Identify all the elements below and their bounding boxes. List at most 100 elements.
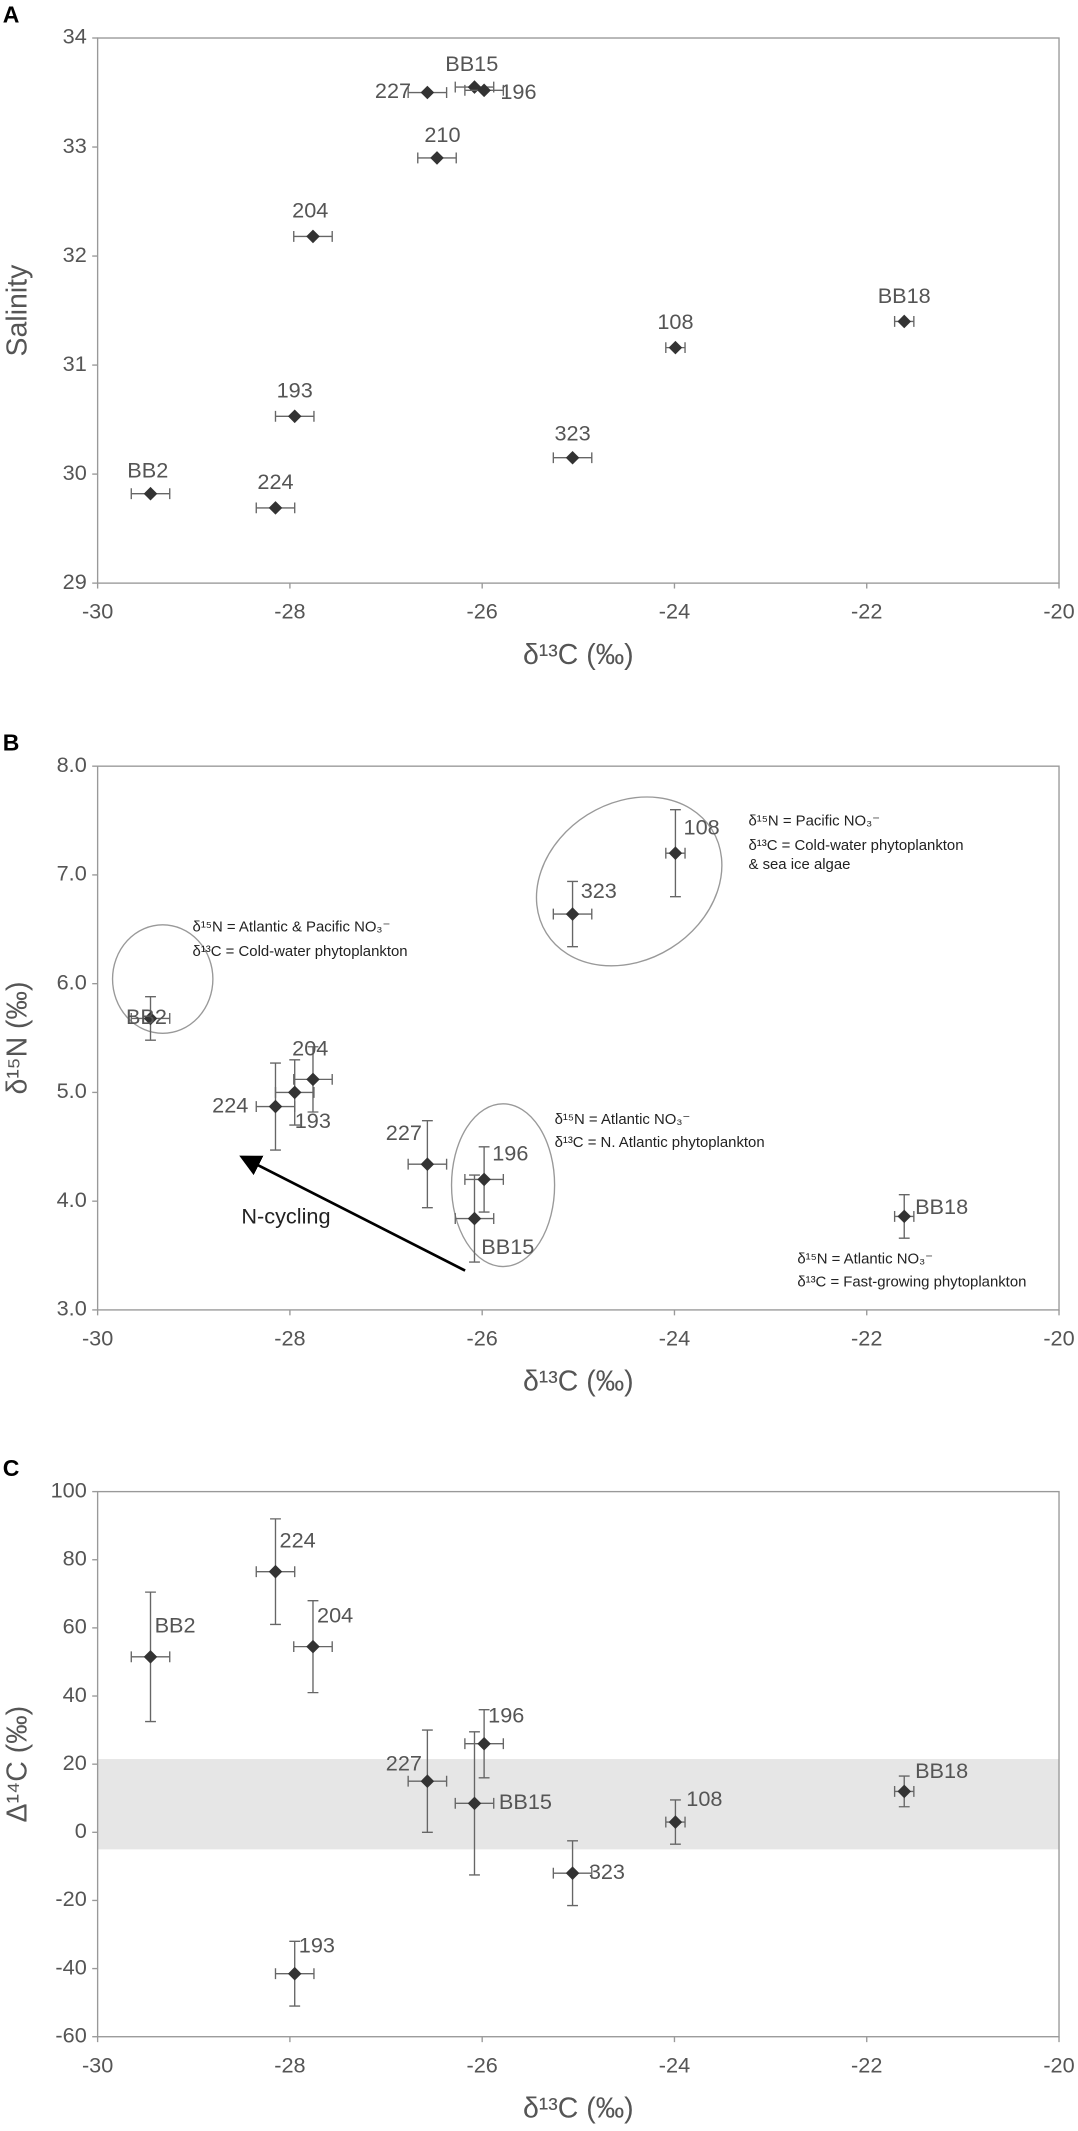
point-label: BB18 [915, 1194, 968, 1219]
point [565, 1866, 580, 1880]
point [897, 1209, 912, 1224]
point-label: 227 [375, 78, 411, 103]
x-tick-label: -30 [82, 599, 113, 624]
x-tick-label: -22 [851, 2052, 882, 2077]
x-tick-label: -24 [659, 2052, 690, 2077]
point [287, 1966, 302, 1981]
point [268, 1564, 283, 1579]
y-tick-label: 3.0 [57, 1296, 87, 1321]
point-label: BB15 [499, 1789, 552, 1814]
n-cycling-arrow [239, 1155, 466, 1272]
group-ellipse [535, 796, 723, 967]
point [143, 486, 158, 501]
y-tick-label: 8.0 [57, 752, 87, 777]
point-label: 227 [386, 1120, 422, 1145]
y-tick-label: 20 [63, 1750, 87, 1775]
point [467, 1211, 482, 1226]
point-label: BB15 [445, 51, 498, 76]
point [430, 151, 444, 165]
x-tick-label: -20 [1043, 2052, 1074, 2077]
y-tick-label: 80 [63, 1545, 87, 1570]
y-axis-label: Δ¹⁴C (‰) [1, 1706, 33, 1823]
annotation: δ¹⁵N = Atlantic NO₃⁻ [797, 1252, 933, 1268]
y-axis-label: Salinity [1, 264, 33, 357]
annotation: δ¹⁵N = Atlantic NO₃⁻ [555, 1112, 691, 1128]
panel-label: C [3, 1455, 20, 1481]
x-tick-label: -26 [467, 2052, 498, 2077]
point [306, 229, 320, 244]
point-label: 204 [292, 198, 328, 223]
point-label: 108 [657, 309, 693, 334]
point [287, 409, 302, 424]
point-label: 224 [280, 1528, 316, 1553]
point-label: 204 [292, 1035, 328, 1060]
x-tick-label: -22 [851, 1325, 882, 1350]
x-tick-label: -28 [274, 1325, 305, 1350]
point [565, 450, 580, 465]
point [306, 1639, 320, 1654]
y-tick-label: 5.0 [57, 1078, 87, 1103]
point [268, 501, 283, 515]
panel-label: B [3, 730, 20, 756]
point [143, 1650, 158, 1664]
x-tick-label: -24 [659, 599, 690, 624]
point-label: 204 [317, 1603, 353, 1628]
point [306, 1072, 320, 1087]
point-label: 323 [581, 878, 617, 903]
point-label: 193 [299, 1932, 335, 1957]
annotation: δ¹⁵N = Atlantic & Pacific NO₃⁻ [193, 919, 391, 935]
plot-frame [96, 37, 1060, 584]
point [287, 1085, 302, 1100]
y-axis-label: δ¹⁵N (‰) [1, 982, 33, 1095]
x-tick-label: -30 [82, 2052, 113, 2077]
reference-band [97, 1759, 1060, 1850]
y-tick-label: 0 [75, 1818, 87, 1843]
point-label: BB18 [915, 1758, 968, 1783]
panel-label: A [3, 1, 20, 27]
annotation: δ¹³C = Cold-water phytoplankton [193, 944, 408, 960]
y-tick-label: 4.0 [57, 1187, 87, 1212]
point-label: BB2 [127, 458, 168, 483]
y-tick-label: 31 [63, 351, 87, 376]
point-label: BB15 [481, 1234, 534, 1259]
y-tick-label: 40 [63, 1682, 87, 1707]
point-label: 210 [424, 122, 460, 147]
point [897, 1784, 912, 1799]
y-tick-label: 34 [63, 24, 87, 49]
y-tick-label: 100 [51, 1477, 87, 1502]
point [143, 1011, 158, 1026]
point [467, 1796, 482, 1811]
x-axis-label: δ¹³C (‰) [523, 1366, 634, 1398]
x-tick-label: -28 [274, 2052, 305, 2077]
point-label: 196 [492, 1141, 528, 1166]
annotation: N-cycling [241, 1203, 330, 1228]
point-label: BB18 [878, 283, 931, 308]
point [420, 1157, 435, 1171]
point [420, 85, 435, 100]
x-tick-label: -20 [1043, 1325, 1074, 1350]
point-label: BB2 [155, 1613, 196, 1638]
plot-frame [96, 765, 1060, 1311]
group-ellipse [111, 924, 214, 1034]
y-tick-label: 6.0 [57, 969, 87, 994]
point [897, 314, 912, 329]
point [668, 846, 683, 860]
y-tick-label: 30 [63, 460, 87, 485]
point-label: 108 [684, 814, 720, 839]
y-tick-label: 32 [63, 242, 87, 267]
annotation: δ¹⁵N = Pacific NO₃⁻ [748, 814, 880, 830]
y-tick-label: -40 [55, 1954, 86, 1979]
point-label: 193 [277, 378, 313, 403]
y-tick-label: 33 [63, 133, 87, 158]
annotation: δ¹³C = Fast-growing phytoplankton [797, 1275, 1026, 1291]
point-label: 224 [257, 469, 293, 494]
point [477, 1736, 491, 1751]
y-tick-label: -20 [55, 1886, 86, 1911]
point [668, 340, 683, 355]
x-tick-label: -20 [1043, 599, 1074, 624]
x-axis-label: δ¹³C (‰) [523, 2092, 634, 2124]
point-label: 323 [554, 420, 590, 445]
y-tick-label: 29 [63, 569, 87, 594]
